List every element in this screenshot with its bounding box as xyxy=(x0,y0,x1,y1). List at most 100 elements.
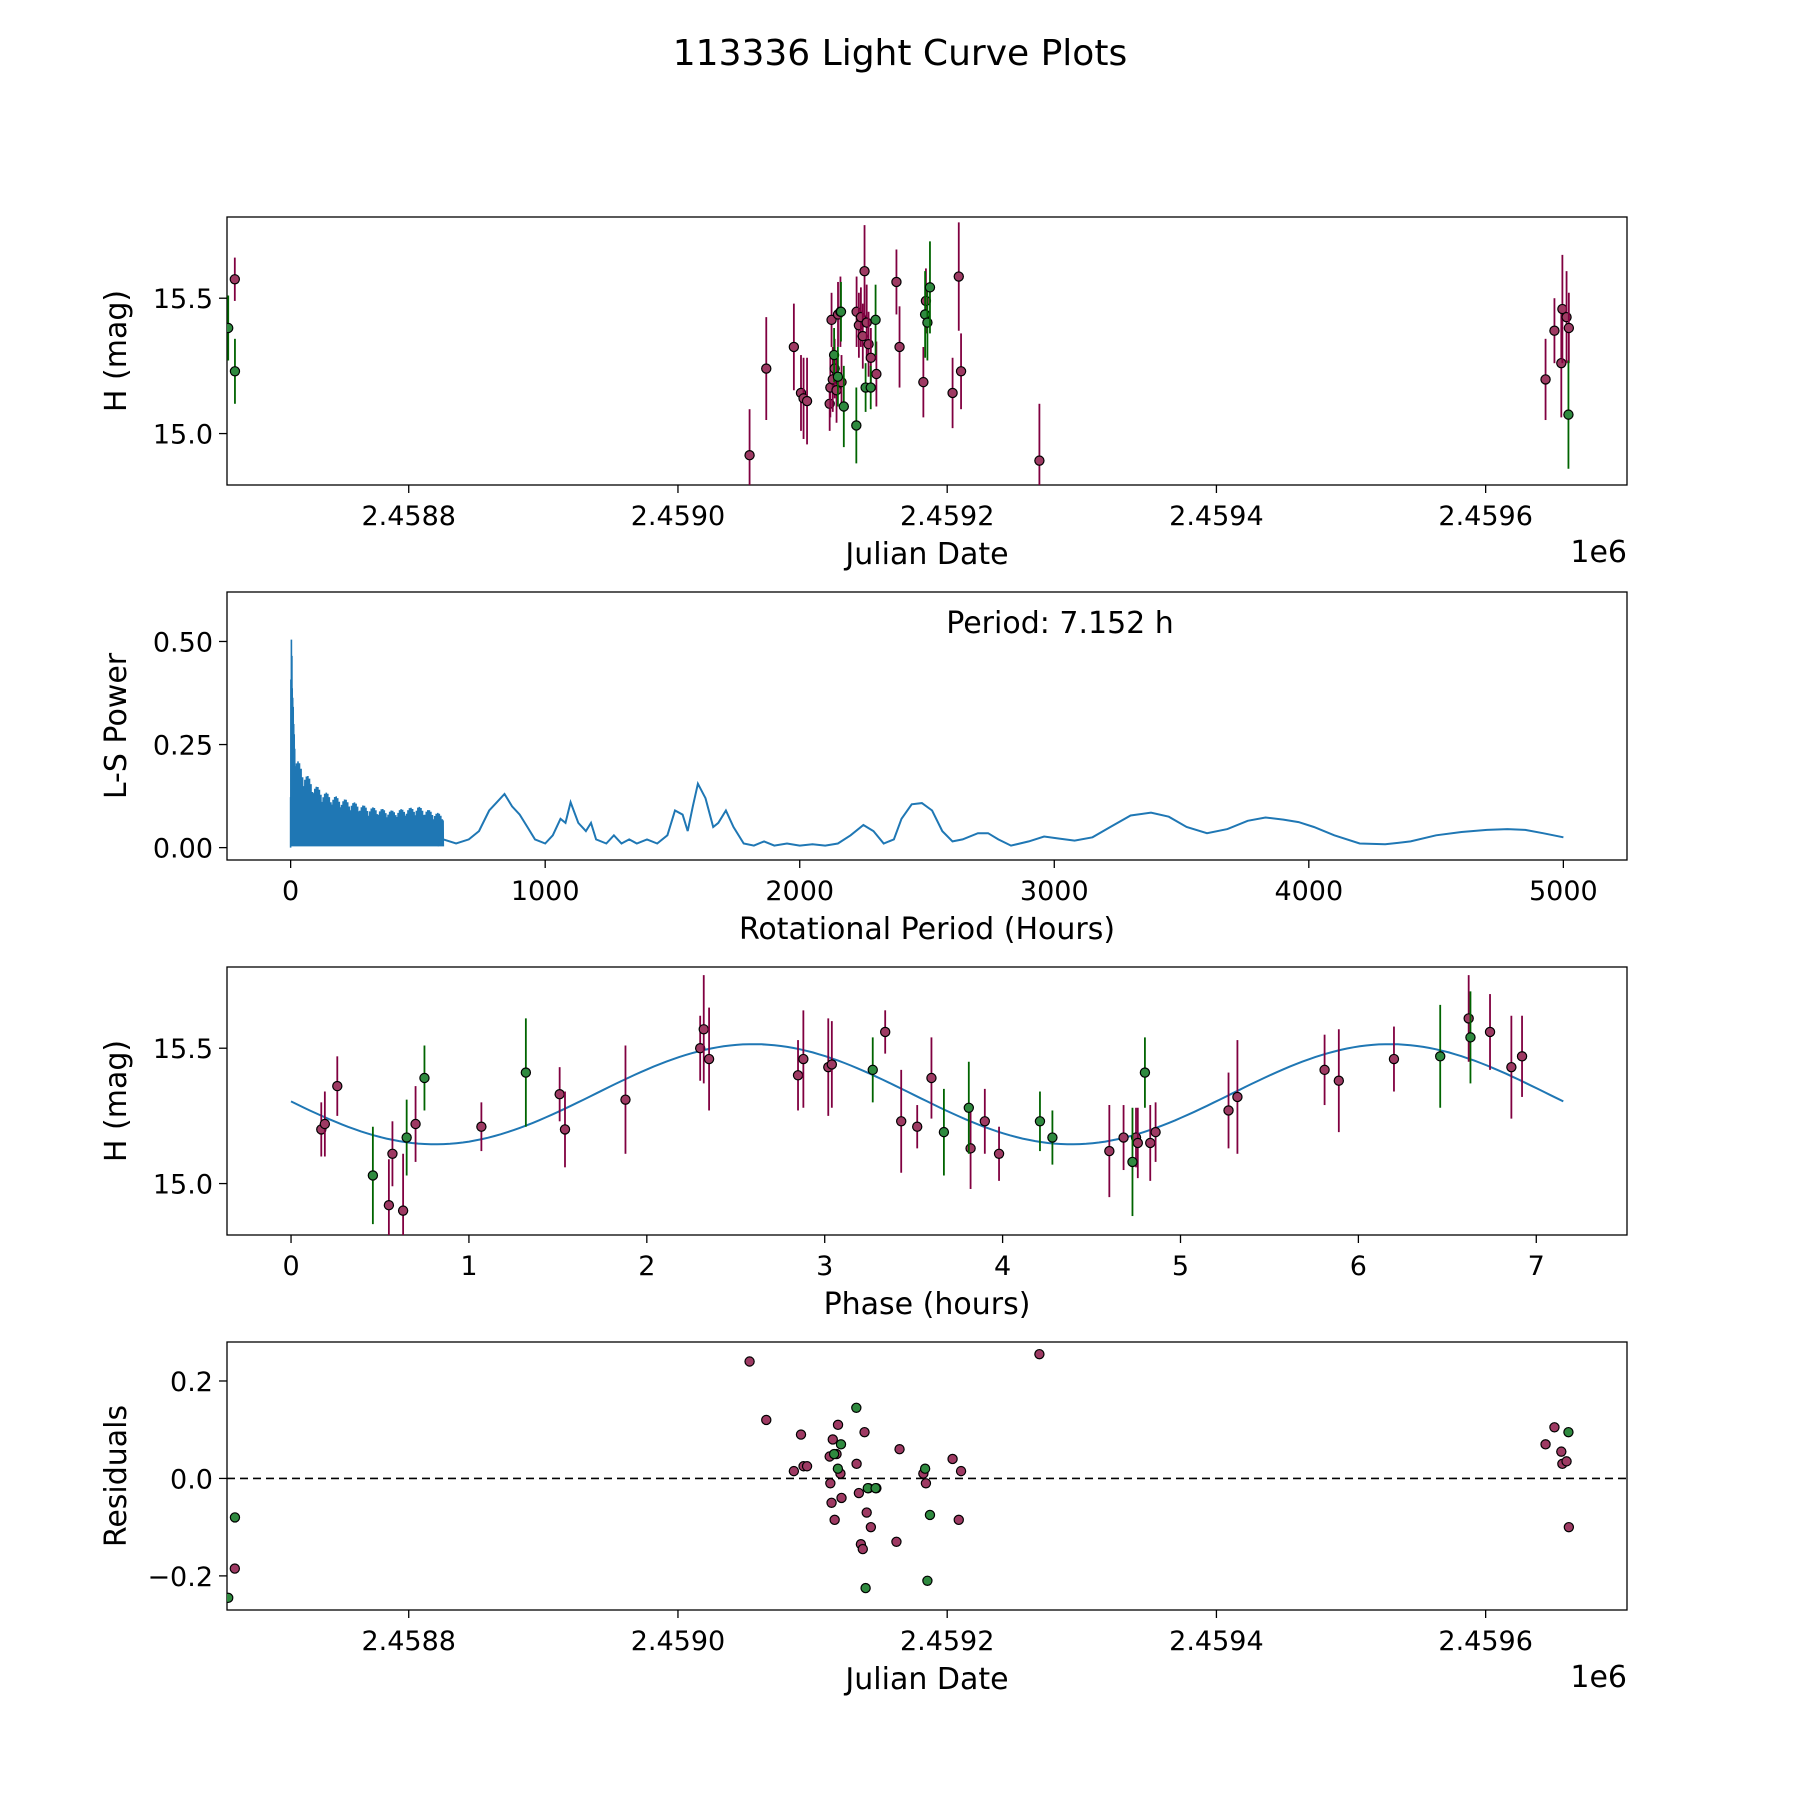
data-point xyxy=(953,271,964,282)
y-tick-label: 15.5 xyxy=(153,1034,213,1065)
y-tick-label: 0.25 xyxy=(153,731,213,762)
periodogram-spikes xyxy=(289,639,445,848)
data-point xyxy=(401,1132,412,1143)
y-tick-label: 0.0 xyxy=(170,1464,213,1495)
data-point xyxy=(955,1465,967,1477)
data-point xyxy=(520,1067,532,1078)
model-fit-curve xyxy=(290,1043,1564,1146)
data-point xyxy=(694,1043,706,1054)
data-point xyxy=(476,1121,487,1132)
y-tick-label: 0.50 xyxy=(153,627,213,658)
data-point xyxy=(620,1094,631,1105)
data-point xyxy=(788,341,800,353)
residuals-plot-area xyxy=(227,1348,1627,1604)
data-point xyxy=(832,1463,844,1474)
data-point xyxy=(1549,1422,1560,1433)
data-point xyxy=(1132,1137,1144,1149)
periodogram-axes-frame xyxy=(226,591,1628,861)
y-tick-label: 0.2 xyxy=(170,1367,213,1398)
data-point xyxy=(1561,311,1572,323)
data-point xyxy=(1484,1026,1496,1038)
x-offset-label: 1e6 xyxy=(1570,1660,1627,1695)
data-point xyxy=(744,1356,755,1367)
data-point xyxy=(801,395,813,407)
data-point xyxy=(801,1461,813,1472)
data-point xyxy=(227,1592,234,1604)
y-tick-label: 0.00 xyxy=(153,834,213,865)
data-point xyxy=(979,1116,991,1127)
data-point xyxy=(229,366,241,377)
data-point xyxy=(835,1439,847,1450)
light-curve-panel: 2.4588 2.4590 2.4592 2.4594 2.4596 15.0 15.5 Ju… xyxy=(99,216,1628,572)
y-tick-label: 15.0 xyxy=(153,1170,213,1201)
data-point xyxy=(792,1070,804,1081)
residuals-axes-frame xyxy=(226,1341,1628,1611)
data-point xyxy=(827,1434,838,1445)
data-point xyxy=(1563,1426,1574,1438)
data-point xyxy=(826,1497,837,1509)
x-tick-label: 7 xyxy=(1528,1251,1545,1282)
data-point xyxy=(319,1118,331,1130)
data-point xyxy=(1104,1145,1115,1157)
data-point xyxy=(861,1507,872,1518)
x-tick-label: 2 xyxy=(638,1251,655,1282)
data-point xyxy=(397,1205,409,1216)
data-point xyxy=(795,1429,807,1440)
data-point xyxy=(922,1575,933,1586)
data-point xyxy=(851,420,862,431)
data-point xyxy=(367,1170,379,1181)
x-tick-label: 2.4594 xyxy=(1169,1626,1263,1657)
periodogram-plot-area xyxy=(289,639,1564,848)
x-tick-label: 1 xyxy=(460,1251,477,1282)
data-point xyxy=(879,1026,891,1038)
x-axis-label: Phase (hours) xyxy=(824,1287,1031,1322)
data-point xyxy=(926,1072,937,1084)
data-point xyxy=(870,1482,881,1494)
x-tick-label: 2000 xyxy=(765,876,834,907)
data-point xyxy=(825,1478,836,1489)
data-point xyxy=(836,1492,847,1504)
data-point xyxy=(761,1414,772,1426)
data-point xyxy=(1034,1348,1045,1360)
data-point xyxy=(1127,1156,1138,1168)
x-tick-label: 2.4588 xyxy=(361,501,455,532)
data-point xyxy=(863,339,874,350)
x-tick-label: 5 xyxy=(1172,1251,1189,1282)
y-tick-label: 15.0 xyxy=(153,420,213,451)
data-point xyxy=(698,1024,709,1035)
data-point xyxy=(891,276,902,288)
data-point xyxy=(798,1053,809,1065)
y-axis-label: L-S Power xyxy=(99,652,134,799)
data-point xyxy=(947,387,958,399)
x-tick-label: 2.4590 xyxy=(631,1626,725,1657)
data-point xyxy=(1561,1456,1572,1467)
data-point xyxy=(419,1072,430,1084)
data-point xyxy=(387,1148,398,1159)
data-point xyxy=(865,382,876,393)
x-tick-label: 0 xyxy=(282,1251,299,1282)
data-point xyxy=(859,265,870,277)
data-point xyxy=(1319,1064,1330,1076)
data-point xyxy=(871,368,882,380)
data-point xyxy=(920,1478,932,1489)
x-tick-label: 5000 xyxy=(1529,876,1598,907)
data-point xyxy=(838,401,850,412)
data-point xyxy=(559,1124,571,1135)
x-axis-label: Rotational Period (Hours) xyxy=(739,912,1115,947)
x-tick-label: 2.4588 xyxy=(361,1626,455,1657)
period-annotation: Period: 7.152 h xyxy=(946,606,1174,641)
x-tick-label: 4000 xyxy=(1274,876,1343,907)
data-point xyxy=(1540,374,1551,385)
data-point xyxy=(1506,1061,1517,1073)
data-point xyxy=(861,317,872,328)
data-point xyxy=(229,1512,241,1523)
data-point xyxy=(1150,1126,1161,1138)
y-axis-label: H (mag) xyxy=(99,1040,134,1162)
phase-folded-plot-area xyxy=(290,975,1564,1235)
data-point xyxy=(894,1443,905,1455)
data-point xyxy=(1463,1013,1474,1024)
residuals-panel: 2.4588 2.4590 2.4592 2.4594 2.4596 −0.2 0.0 0.2… xyxy=(99,1341,1628,1697)
x-tick-label: 3 xyxy=(816,1251,833,1282)
data-point xyxy=(896,1116,907,1127)
data-point xyxy=(1556,357,1567,369)
